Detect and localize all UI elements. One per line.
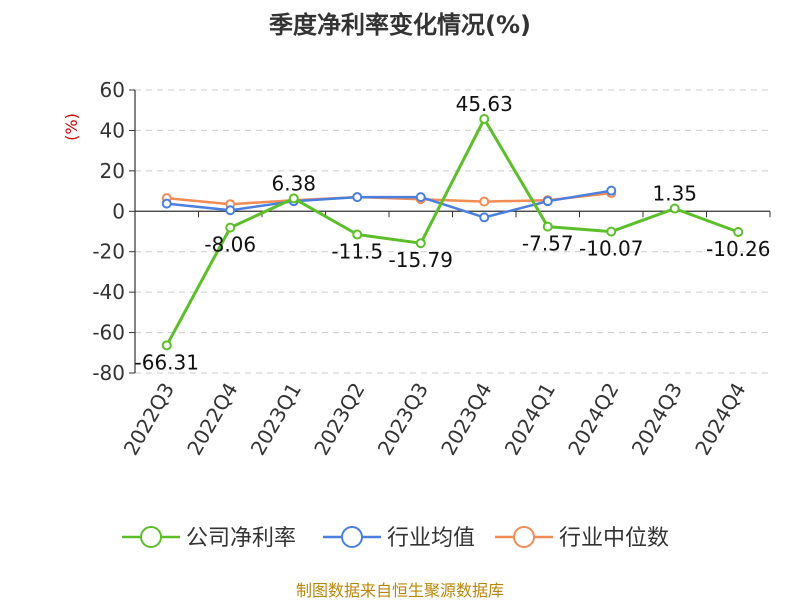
data-point	[161, 198, 172, 209]
data-point	[415, 192, 426, 203]
data-source-note: 制图数据来自恒生聚源数据库	[296, 581, 504, 600]
x-tick-label: 2022Q3	[119, 379, 179, 460]
y-tick-label: 0	[112, 199, 125, 223]
x-tick-label: 2023Q4	[436, 379, 496, 460]
data-point	[542, 221, 553, 232]
data-label: -10.26	[706, 237, 770, 261]
data-point	[479, 114, 490, 125]
data-label: 6.38	[271, 171, 316, 195]
series-line-1	[166, 189, 612, 219]
data-point	[352, 192, 363, 203]
x-tick-label: 2023Q3	[373, 379, 433, 460]
data-label: 45.63	[456, 92, 513, 116]
series-lines	[161, 114, 744, 351]
series-line-0	[165, 117, 739, 347]
data-label: 1.35	[652, 182, 697, 206]
y-tick-label: 40	[100, 118, 125, 142]
legend-swatch-marker	[513, 526, 535, 548]
data-point	[479, 196, 490, 207]
data-point	[606, 185, 617, 196]
data-point	[225, 205, 236, 216]
data-label: -8.06	[204, 233, 256, 257]
data-point	[352, 229, 363, 240]
legend-swatch-marker	[341, 526, 363, 548]
chart-title: 季度净利率变化情况(%)	[269, 11, 531, 39]
x-tick-label: 2023Q1	[246, 379, 306, 460]
data-point	[479, 212, 490, 223]
y-tick-label: -20	[92, 240, 125, 264]
y-tick-label: 60	[100, 78, 125, 102]
x-tick-label: 2024Q1	[500, 379, 560, 460]
data-label: -15.79	[389, 248, 453, 272]
data-point	[288, 193, 299, 204]
legend-label: 行业均值	[387, 526, 475, 551]
data-label: -10.07	[579, 237, 643, 261]
data-point	[606, 226, 617, 237]
x-tick-label: 2024Q4	[690, 379, 750, 460]
data-label: -66.31	[135, 350, 199, 374]
y-tick-label: -60	[92, 321, 125, 345]
x-tick-label: 2024Q3	[627, 379, 687, 460]
x-tick-label: 2022Q4	[182, 379, 242, 460]
y-axis-unit: (%)	[62, 113, 81, 141]
data-point	[415, 238, 426, 249]
legend-label: 行业中位数	[559, 526, 669, 551]
grid-lines	[135, 89, 770, 374]
data-label: -7.57	[522, 232, 574, 256]
y-tick-label: -80	[92, 361, 125, 385]
data-label: -11.5	[331, 240, 383, 264]
data-point	[669, 203, 680, 214]
y-tick-label: 20	[100, 159, 125, 183]
legend-swatch-marker	[140, 526, 162, 548]
data-point	[733, 227, 744, 238]
data-point	[542, 196, 553, 207]
legend: 公司净利率 行业均值 行业中位数	[122, 526, 669, 551]
legend-label: 公司净利率	[186, 526, 296, 551]
data-point	[225, 222, 236, 233]
y-tick-label: -40	[92, 280, 125, 304]
x-tick-label: 2024Q2	[563, 379, 623, 460]
x-tick-label: 2023Q2	[309, 379, 369, 460]
data-point	[161, 340, 172, 351]
